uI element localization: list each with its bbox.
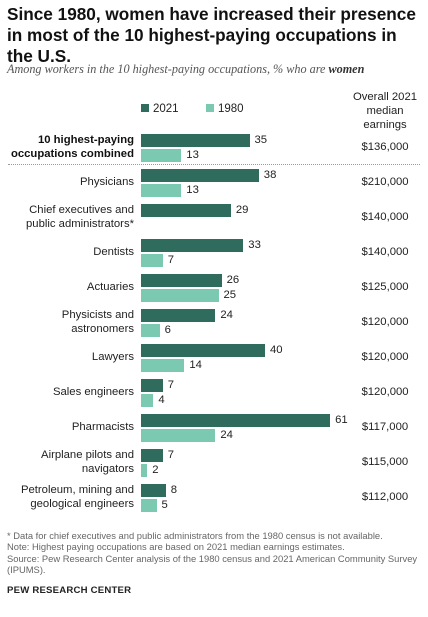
bar-1980-physicians bbox=[141, 184, 182, 197]
category-label-line: occupations combined bbox=[10, 148, 134, 160]
earnings-lawyers: $120,000 bbox=[361, 351, 409, 363]
bar-2021-lawyers bbox=[141, 344, 265, 357]
category-label-airplane-pilots-and-navigators: Airplane pilots and navigators bbox=[41, 448, 134, 476]
category-label-line: Sales engineers bbox=[52, 386, 134, 398]
category-label-petroleum-mining-and-geological-engineers: Petroleum, mining and geological engineer… bbox=[21, 483, 134, 511]
value-label-2021-pharmacists: 61 bbox=[335, 414, 348, 426]
bar-1980-petroleum-mining-and-geological-engineers bbox=[141, 499, 157, 512]
category-label-line: Petroleum, mining and bbox=[20, 484, 134, 496]
value-label-2021-dentists: 33 bbox=[248, 239, 261, 251]
earnings-physicians: $210,000 bbox=[361, 176, 409, 188]
bar-2021-pharmacists bbox=[141, 414, 331, 427]
credit: PEW RESEARCH CENTER bbox=[7, 585, 132, 596]
value-label-2021-sales-engineers: 7 bbox=[167, 379, 174, 391]
source: Source: Pew Research Center analysis of … bbox=[7, 552, 418, 576]
value-label-1980-sales-engineers: 4 bbox=[158, 394, 165, 406]
value-label-1980-petroleum-mining-and-geological-engineers: 5 bbox=[161, 499, 168, 511]
category-label-line: astronomers bbox=[71, 323, 134, 335]
earnings-header: Overall 2021 median earnings bbox=[352, 91, 418, 131]
legend-item-2021: 2021 bbox=[141, 103, 179, 115]
value-label-1980-10-highest-paying-occupations-combined: 13 bbox=[186, 149, 199, 161]
category-label-line: Lawyers bbox=[91, 351, 134, 363]
legend-label-2021: 2021 bbox=[153, 103, 179, 115]
bar-2021-chief-executives-and-public-administrators bbox=[141, 204, 231, 217]
value-label-1980-physicians: 13 bbox=[186, 184, 199, 196]
category-label-line: Physicians bbox=[80, 176, 134, 188]
bar-1980-lawyers bbox=[141, 359, 185, 372]
category-label-line: geological engineers bbox=[30, 498, 134, 510]
bar-2021-physicians bbox=[141, 169, 259, 182]
category-label-actuaries: Actuaries bbox=[87, 280, 134, 294]
chart-title: Since 1980, women have increased their p… bbox=[7, 4, 416, 66]
bar-2021-physicists-and-astronomers bbox=[141, 309, 216, 322]
earnings-physicists-and-astronomers: $120,000 bbox=[361, 316, 409, 328]
category-label-chief-executives-and-public-administrators: Chief executives and public administrator… bbox=[26, 203, 134, 231]
earnings-airplane-pilots-and-navigators: $115,000 bbox=[361, 456, 409, 468]
value-label-1980-dentists: 7 bbox=[167, 254, 174, 266]
category-label-10-highest-paying-occupations-combined: 10 highest-paying occupations combined bbox=[11, 133, 134, 161]
value-label-1980-physicists-and-astronomers: 6 bbox=[164, 324, 171, 336]
category-label-pharmacists: Pharmacists bbox=[72, 420, 134, 434]
value-label-2021-airplane-pilots-and-navigators: 7 bbox=[167, 449, 174, 461]
category-label-line: navigators bbox=[81, 463, 134, 475]
category-label-physicians: Physicians bbox=[80, 175, 134, 189]
earnings-chief-executives-and-public-administrators: $140,000 bbox=[361, 211, 409, 223]
earnings-sales-engineers: $120,000 bbox=[361, 386, 409, 398]
category-label-line: Airplane pilots and bbox=[41, 449, 134, 461]
value-label-2021-actuaries: 26 bbox=[226, 274, 240, 286]
legend-swatch-1980 bbox=[206, 104, 214, 112]
category-label-line: Physicists and bbox=[61, 309, 134, 321]
footnote: * Data for chief executives and public a… bbox=[7, 530, 383, 541]
subtitle-emphasis: women bbox=[328, 62, 365, 76]
bar-2021-sales-engineers bbox=[141, 379, 163, 392]
value-label-1980-lawyers: 14 bbox=[189, 359, 202, 371]
value-label-2021-petroleum-mining-and-geological-engineers: 8 bbox=[170, 484, 178, 496]
bar-2021-petroleum-mining-and-geological-engineers bbox=[141, 484, 166, 497]
category-label-line: 10 highest-paying bbox=[37, 134, 134, 146]
category-label-line: Pharmacists bbox=[71, 421, 134, 433]
category-label-lawyers: Lawyers bbox=[92, 350, 134, 364]
category-label-line: Chief executives and bbox=[29, 204, 134, 216]
earnings-petroleum-mining-and-geological-engineers: $112,000 bbox=[361, 491, 409, 503]
bar-1980-10-highest-paying-occupations-combined bbox=[141, 149, 182, 162]
earnings-10-highest-paying-occupations-combined: $136,000 bbox=[361, 141, 409, 153]
value-label-2021-physicists-and-astronomers: 24 bbox=[220, 309, 233, 321]
divider-line bbox=[8, 164, 420, 165]
earnings-actuaries: $125,000 bbox=[361, 281, 409, 293]
value-label-1980-airplane-pilots-and-navigators: 2 bbox=[152, 464, 159, 476]
note: Note: Highest paying occupations are bas… bbox=[7, 541, 345, 553]
value-label-2021-lawyers: 40 bbox=[270, 344, 283, 356]
bar-1980-physicists-and-astronomers bbox=[141, 324, 160, 337]
bar-1980-actuaries bbox=[141, 289, 219, 302]
category-label-dentists: Dentists bbox=[93, 245, 134, 259]
bar-2021-dentists bbox=[141, 239, 244, 252]
value-label-2021-physicians: 38 bbox=[263, 169, 277, 181]
category-label-line: Dentists bbox=[93, 246, 134, 258]
chart-notes: * Data for chief executives and public a… bbox=[7, 530, 423, 576]
category-label-line: public administrators* bbox=[26, 218, 134, 230]
bar-2021-10-highest-paying-occupations-combined bbox=[141, 134, 250, 147]
value-label-2021-chief-executives-and-public-administrators: 29 bbox=[235, 204, 249, 216]
chart-subtitle: Among workers in the 10 highest-paying o… bbox=[7, 62, 364, 77]
bar-1980-airplane-pilots-and-navigators bbox=[141, 464, 148, 477]
bar-1980-sales-engineers bbox=[141, 394, 154, 407]
earnings-dentists: $140,000 bbox=[361, 246, 409, 258]
bar-2021-actuaries bbox=[141, 274, 222, 287]
earnings-pharmacists: $117,000 bbox=[361, 421, 409, 433]
value-label-2021-10-highest-paying-occupations-combined: 35 bbox=[254, 134, 268, 146]
legend-item-1980: 1980 bbox=[206, 103, 244, 115]
category-label-line: Actuaries bbox=[86, 281, 134, 293]
legend-swatch-2021 bbox=[141, 104, 149, 112]
category-label-physicists-and-astronomers: Physicists and astronomers bbox=[62, 308, 134, 336]
bar-1980-pharmacists bbox=[141, 429, 216, 442]
subtitle-text: Among workers in the 10 highest-paying o… bbox=[7, 62, 329, 76]
bar-1980-dentists bbox=[141, 254, 163, 267]
bar-2021-airplane-pilots-and-navigators bbox=[141, 449, 163, 462]
legend-label-1980: 1980 bbox=[218, 103, 244, 115]
value-label-1980-actuaries: 25 bbox=[223, 289, 237, 301]
category-label-sales-engineers: Sales engineers bbox=[53, 385, 134, 399]
value-label-1980-pharmacists: 24 bbox=[220, 429, 233, 441]
